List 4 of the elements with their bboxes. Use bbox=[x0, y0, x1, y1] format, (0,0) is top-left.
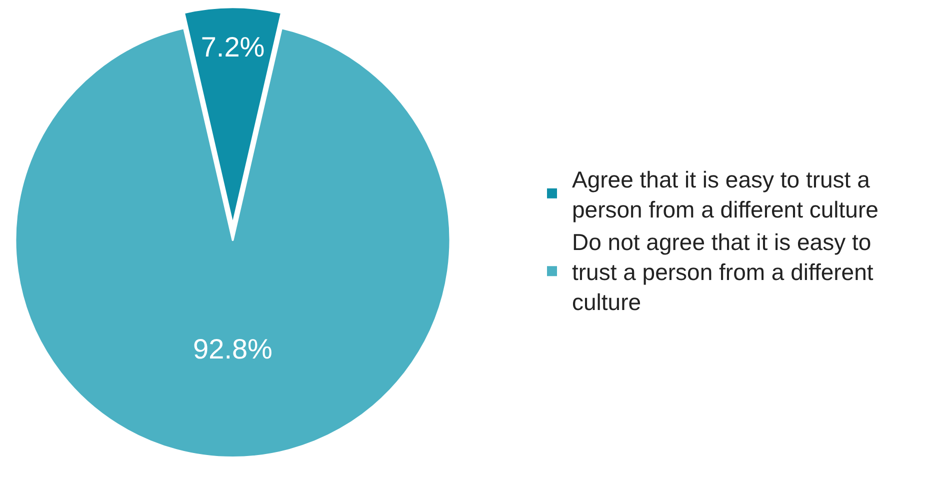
data-label: 7.2% bbox=[200, 32, 265, 63]
legend-label: Agree that it is easy to trust a person from a different culture bbox=[572, 166, 878, 222]
legend-label: Do not agree that it is easy to trust a person from a different culture bbox=[572, 229, 874, 316]
data-label: 92.8% bbox=[193, 333, 272, 364]
